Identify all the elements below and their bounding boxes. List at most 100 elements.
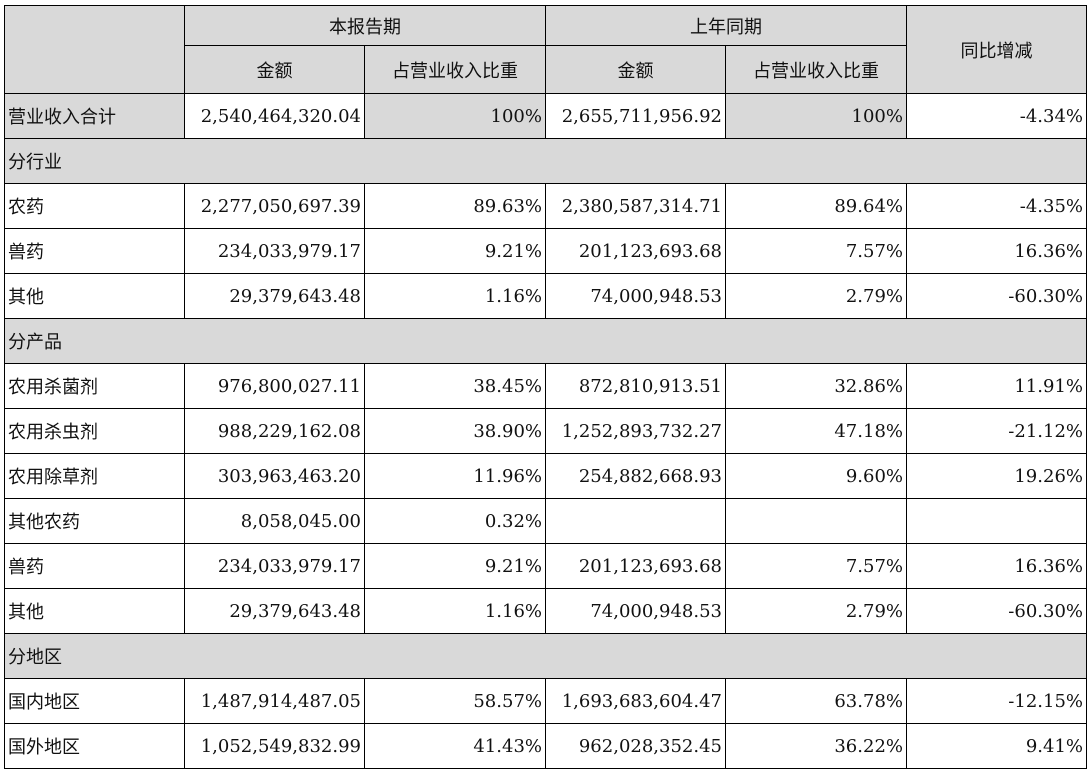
section-header-row: 分行业	[4, 138, 1087, 184]
current-amount: 29,379,643.48	[184, 273, 365, 319]
total-current-ratio: 100%	[364, 93, 546, 139]
yoy-change: 16.36%	[906, 228, 1087, 274]
yoy-change: -12.15%	[906, 678, 1087, 724]
prior-amount: 74,000,948.53	[545, 273, 726, 319]
header-prior-period: 上年同期	[545, 5, 907, 46]
header-row-sub: 金额 占营业收入比重 金额 占营业收入比重	[5, 45, 1087, 94]
row-label: 兽药	[4, 543, 185, 589]
current-amount: 234,033,979.17	[184, 228, 365, 274]
current-amount: 234,033,979.17	[184, 543, 365, 589]
prior-ratio: 36.22%	[725, 723, 907, 769]
header-yoy-change: 同比增减	[906, 5, 1087, 94]
section-title: 分地区	[4, 633, 1087, 679]
current-amount: 988,229,162.08	[184, 408, 365, 454]
yoy-change: -4.35%	[906, 183, 1087, 229]
current-ratio: 9.21%	[364, 543, 546, 589]
header-prior-ratio: 占营业收入比重	[725, 45, 907, 94]
current-amount: 1,487,914,487.05	[184, 678, 365, 724]
section-title: 分行业	[4, 138, 1087, 184]
current-ratio: 9.21%	[364, 228, 546, 274]
prior-ratio: 7.57%	[725, 543, 907, 589]
row-label: 其他	[4, 588, 185, 634]
prior-ratio: 2.79%	[725, 588, 907, 634]
section-header-row: 分产品	[4, 318, 1087, 364]
prior-amount: 1,693,683,604.47	[545, 678, 726, 724]
table-body: 本报告期 上年同期 同比增减 金额 占营业收入比重 金额 占营业收入比重 营业收…	[4, 5, 1087, 769]
table-row: 农药 2,277,050,697.39 89.63% 2,380,587,314.71…	[4, 183, 1087, 229]
header-corner-cell	[4, 5, 185, 94]
table-row: 其他 29,379,643.48 1.16% 74,000,948.53 2.79% -6…	[4, 588, 1087, 634]
current-ratio: 41.43%	[364, 723, 546, 769]
yoy-change: -60.30%	[906, 588, 1087, 634]
total-prior-amount: 2,655,711,956.92	[545, 93, 726, 139]
yoy-change: 16.36%	[906, 543, 1087, 589]
row-label: 农用杀虫剂	[4, 408, 185, 454]
yoy-change: 9.41%	[906, 723, 1087, 769]
table-row: 农用除草剂 303,963,463.20 11.96% 254,882,668.93 9…	[4, 453, 1087, 499]
table-row: 农用杀虫剂 988,229,162.08 38.90% 1,252,893,732.2…	[4, 408, 1087, 454]
prior-ratio: 89.64%	[725, 183, 907, 229]
table-row: 其他农药 8,058,045.00 0.32%	[4, 498, 1087, 544]
current-amount: 976,800,027.11	[184, 363, 365, 409]
header-current-ratio: 占营业收入比重	[364, 45, 546, 94]
yoy-change: 11.91%	[906, 363, 1087, 409]
row-label: 农用杀菌剂	[4, 363, 185, 409]
prior-amount: 201,123,693.68	[545, 228, 726, 274]
prior-ratio: 7.57%	[725, 228, 907, 274]
revenue-breakdown-table: 本报告期 上年同期 同比增减 金额 占营业收入比重 金额 占营业收入比重 营业收…	[4, 5, 1087, 769]
table-row: 国外地区 1,052,549,832.99 41.43% 962,028,352.45…	[4, 723, 1087, 769]
table-row: 兽药 234,033,979.17 9.21% 201,123,693.68 7.57%…	[4, 228, 1087, 274]
row-label: 农用除草剂	[4, 453, 185, 499]
prior-ratio: 2.79%	[725, 273, 907, 319]
row-label: 国外地区	[4, 723, 185, 769]
prior-amount: 1,252,893,732.27	[545, 408, 726, 454]
prior-ratio: 63.78%	[725, 678, 907, 724]
prior-amount: 201,123,693.68	[545, 543, 726, 589]
prior-amount: 2,380,587,314.71	[545, 183, 726, 229]
prior-amount	[545, 498, 726, 544]
current-ratio: 1.16%	[364, 588, 546, 634]
yoy-change: -21.12%	[906, 408, 1087, 454]
section-header-row: 分地区	[4, 633, 1087, 679]
yoy-change: -60.30%	[906, 273, 1087, 319]
prior-amount: 254,882,668.93	[545, 453, 726, 499]
current-ratio: 0.32%	[364, 498, 546, 544]
prior-ratio: 32.86%	[725, 363, 907, 409]
total-label: 营业收入合计	[4, 93, 185, 139]
yoy-change	[906, 498, 1087, 544]
total-prior-ratio: 100%	[725, 93, 907, 139]
table-row: 兽药 234,033,979.17 9.21% 201,123,693.68 7.57%…	[4, 543, 1087, 589]
section-title: 分产品	[4, 318, 1087, 364]
total-yoy-change: -4.34%	[906, 93, 1087, 139]
current-ratio: 58.57%	[364, 678, 546, 724]
prior-ratio: 47.18%	[725, 408, 907, 454]
total-revenue-row: 营业收入合计 2,540,464,320.04 100% 2,655,711,9…	[4, 93, 1087, 139]
table-row: 国内地区 1,487,914,487.05 58.57% 1,693,683,604.…	[4, 678, 1087, 724]
current-ratio: 38.90%	[364, 408, 546, 454]
current-ratio: 89.63%	[364, 183, 546, 229]
current-amount: 8,058,045.00	[184, 498, 365, 544]
row-label: 兽药	[4, 228, 185, 274]
current-amount: 29,379,643.48	[184, 588, 365, 634]
prior-amount: 962,028,352.45	[545, 723, 726, 769]
prior-amount: 872,810,913.51	[545, 363, 726, 409]
yoy-change: 19.26%	[906, 453, 1087, 499]
current-ratio: 11.96%	[364, 453, 546, 499]
prior-ratio: 9.60%	[725, 453, 907, 499]
current-amount: 1,052,549,832.99	[184, 723, 365, 769]
row-label: 其他农药	[4, 498, 185, 544]
table-row: 农用杀菌剂 976,800,027.11 38.45% 872,810,913.51 3…	[4, 363, 1087, 409]
current-amount: 303,963,463.20	[184, 453, 365, 499]
header-current-period: 本报告期	[184, 5, 546, 46]
total-current-amount: 2,540,464,320.04	[184, 93, 365, 139]
header-prior-amount: 金额	[545, 45, 726, 94]
current-ratio: 38.45%	[364, 363, 546, 409]
prior-amount: 74,000,948.53	[545, 588, 726, 634]
header-current-amount: 金额	[184, 45, 365, 94]
table-row: 其他 29,379,643.48 1.16% 74,000,948.53 2.79% -6…	[4, 273, 1087, 319]
current-ratio: 1.16%	[364, 273, 546, 319]
row-label: 农药	[4, 183, 185, 229]
prior-ratio	[725, 498, 907, 544]
header-row-top: 本报告期 上年同期 同比增减	[4, 5, 1087, 94]
row-label: 其他	[4, 273, 185, 319]
